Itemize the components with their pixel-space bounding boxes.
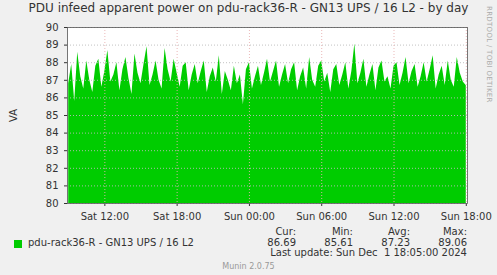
html-text:Cur:: Cur: (275, 226, 296, 237)
svg-text:Sun 12:00: Sun 12:00 (368, 211, 419, 222)
html-text:Last update: Sun Dec 1 18:05:0: Last update: Sun Dec 1 18:05:00 2024 (270, 247, 467, 258)
svg-text:86: 86 (46, 92, 59, 103)
svg-text:83: 83 (46, 145, 59, 156)
svg-text:82: 82 (46, 163, 59, 174)
svg-text:89: 89 (46, 39, 59, 50)
html-text:PDU infeed apparent power on p: PDU infeed apparent power on pdu-rack36-… (28, 1, 469, 15)
html-text:86.69: 86.69 (267, 237, 296, 248)
html-text:RRDTOOL / TOBI OETIKER: RRDTOOL / TOBI OETIKER (485, 6, 493, 103)
html-text:Munin 2.0.75: Munin 2.0.75 (222, 262, 275, 271)
html-text:Avg:: Avg: (388, 226, 410, 237)
svg-text:80: 80 (46, 198, 59, 209)
svg-text:Sat 12:00: Sat 12:00 (81, 211, 129, 222)
svg-text:Sun 18:00: Sun 18:00 (441, 211, 492, 222)
html-text:89.06: 89.06 (438, 237, 467, 248)
svg-text:84: 84 (46, 127, 59, 138)
html-text:85.61: 85.61 (324, 237, 353, 248)
svg-text:Sat 18:00: Sat 18:00 (153, 211, 201, 222)
html-text:pdu-rack36-R - GN13 UPS / 16 L: pdu-rack36-R - GN13 UPS / 16 L2 (28, 237, 194, 248)
svg-text:81: 81 (46, 180, 59, 191)
svg-text:88: 88 (46, 57, 59, 68)
svg-text:Sun 00:00: Sun 00:00 (224, 211, 275, 222)
svg-text:87: 87 (46, 75, 59, 86)
html-text:Max:: Max: (443, 226, 467, 237)
svg-text:VA: VA (8, 109, 19, 122)
svg-text:Sun 06:00: Sun 06:00 (296, 211, 347, 222)
html-text:87.23: 87.23 (381, 237, 410, 248)
html-text:Min:: Min: (331, 226, 353, 237)
svg-text:85: 85 (46, 110, 59, 121)
svg-text:90: 90 (46, 22, 59, 33)
